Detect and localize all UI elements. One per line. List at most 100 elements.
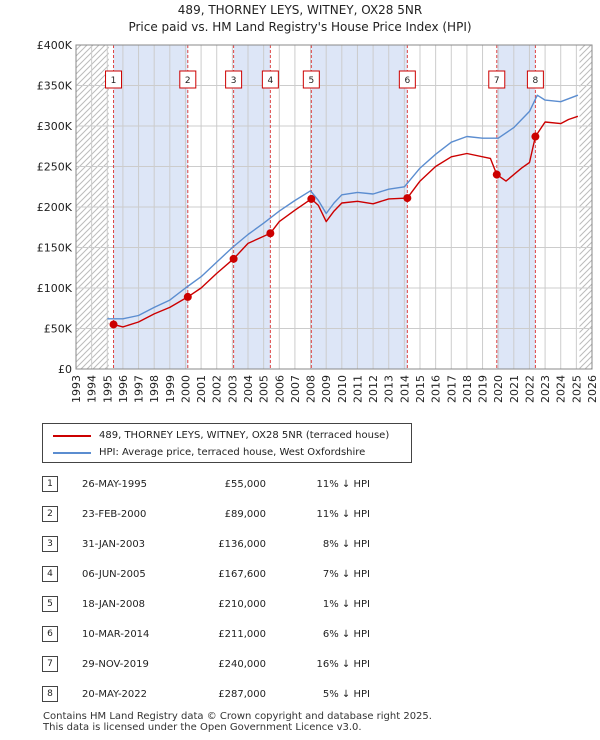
property-price-line: [113, 115, 579, 328]
sale-point: [183, 292, 192, 301]
table-row: 3 31-JAN-2003 £136,000 8% ↓ HPI: [0, 534, 600, 556]
y-tick-label: £150K: [37, 242, 73, 255]
sale-label-text: 4: [267, 76, 273, 86]
sale-date: 23-FEB-2000: [82, 509, 147, 520]
x-tick-label: 2011: [351, 375, 364, 403]
sale-price: £211,000: [218, 629, 266, 640]
sale-price: £240,000: [218, 659, 266, 670]
x-tick-label: 2019: [477, 375, 490, 403]
sale-point: [109, 320, 118, 329]
sale-point: [403, 194, 412, 203]
table-row: 2 23-FEB-2000 £89,000 11% ↓ HPI: [0, 504, 600, 526]
sale-date: 10-MAR-2014: [82, 629, 150, 640]
sale-label-box: [302, 70, 320, 89]
y-tick-label: £400K: [37, 39, 73, 52]
sale-hpi-diff: 5% ↓ HPI: [322, 689, 370, 700]
x-tick-label: 2017: [445, 375, 458, 403]
chart-subtitle: Price paid vs. HM Land Registry's House …: [128, 20, 471, 34]
sale-number: 8: [42, 686, 58, 702]
x-tick-label: 2013: [383, 375, 396, 403]
x-tick-label: 1997: [133, 375, 146, 403]
x-tick-label: 2005: [258, 375, 271, 403]
attribution-footer: Contains HM Land Registry data © Crown c…: [43, 711, 432, 733]
y-tick-label: £200K: [37, 201, 73, 214]
sale-hpi-diff: 11% ↓ HPI: [316, 509, 370, 520]
sale-point: [229, 254, 238, 263]
sale-price: £55,000: [224, 479, 266, 490]
sale-label-text: 6: [404, 76, 410, 86]
x-tick-label: 2007: [289, 375, 302, 403]
x-tick-label: 1994: [86, 375, 99, 403]
attribution-line-1: Contains HM Land Registry data © Crown c…: [43, 711, 432, 722]
sale-date: 06-JUN-2005: [82, 569, 146, 580]
x-tick-label: 1995: [101, 375, 114, 403]
y-tick-label: £350K: [37, 80, 73, 93]
table-row: 4 06-JUN-2005 £167,600 7% ↓ HPI: [0, 564, 600, 586]
x-tick-label: 2002: [211, 375, 224, 403]
y-tick-label: £250K: [37, 161, 73, 174]
x-tick-label: 2010: [336, 375, 349, 403]
sale-point: [307, 194, 316, 203]
hpi-line: [107, 94, 579, 320]
sale-number: 2: [42, 506, 58, 522]
legend-swatch-hpi: [53, 452, 91, 454]
sale-price: £287,000: [218, 689, 266, 700]
x-tick-label: 1993: [70, 375, 83, 403]
sale-label-text: 5: [308, 76, 314, 86]
table-row: 1 26-MAY-1995 £55,000 11% ↓ HPI: [0, 474, 600, 496]
x-tick-label: 2020: [492, 375, 505, 403]
x-tick-label: 2016: [430, 375, 443, 403]
x-tick-label: 2024: [555, 375, 568, 403]
sale-label-box: [105, 70, 123, 89]
sale-hpi-diff: 16% ↓ HPI: [316, 659, 370, 670]
sale-price: £89,000: [224, 509, 266, 520]
x-tick-label: 2009: [320, 375, 333, 403]
table-row: 7 29-NOV-2019 £240,000 16% ↓ HPI: [0, 654, 600, 676]
sale-label-box: [526, 70, 544, 89]
sale-hpi-diff: 1% ↓ HPI: [322, 599, 370, 610]
sale-number: 7: [42, 656, 58, 672]
chart-legend: 489, THORNEY LEYS, WITNEY, OX28 5NR (ter…: [42, 423, 412, 463]
legend-label-property: 489, THORNEY LEYS, WITNEY, OX28 5NR (ter…: [99, 430, 390, 441]
sale-label-text: 7: [494, 76, 500, 86]
sale-label-text: 8: [533, 76, 539, 86]
sale-date: 18-JAN-2008: [82, 599, 146, 610]
x-tick-label: 1999: [164, 375, 177, 403]
legend-item-hpi: HPI: Average price, terraced house, West…: [53, 445, 365, 461]
x-tick-label: 2022: [523, 375, 536, 403]
sale-number: 5: [42, 596, 58, 612]
chart-title: 489, THORNEY LEYS, WITNEY, OX28 5NR: [178, 3, 422, 17]
sale-number: 1: [42, 476, 58, 492]
sale-label-box: [225, 70, 243, 89]
price-chart: 489, THORNEY LEYS, WITNEY, OX28 5NR Pric…: [37, 3, 599, 403]
sale-hpi-diff: 8% ↓ HPI: [322, 539, 370, 550]
sale-hpi-diff: 11% ↓ HPI: [316, 479, 370, 490]
sale-label-box: [398, 70, 416, 89]
legend-label-hpi: HPI: Average price, terraced house, West…: [99, 447, 366, 458]
x-tick-label: 2000: [179, 375, 192, 403]
y-tick-label: £100K: [37, 282, 73, 295]
x-tick-label: 2023: [539, 375, 552, 403]
sale-point: [266, 229, 275, 238]
attribution-line-2: This data is licensed under the Open Gov…: [43, 722, 362, 733]
x-tick-label: 2012: [367, 375, 380, 403]
sale-number: 4: [42, 566, 58, 582]
x-tick-label: 2003: [226, 375, 239, 403]
table-row: 5 18-JAN-2008 £210,000 1% ↓ HPI: [0, 594, 600, 616]
sale-label-box: [179, 70, 197, 89]
sale-hpi-diff: 6% ↓ HPI: [322, 629, 370, 640]
y-tick-label: £0: [58, 363, 72, 376]
y-tick-label: £50K: [44, 323, 73, 336]
x-tick-label: 2001: [195, 375, 208, 403]
sale-date: 20-MAY-2022: [82, 689, 148, 700]
x-tick-label: 2004: [242, 375, 255, 403]
legend-item-property: 489, THORNEY LEYS, WITNEY, OX28 5NR (ter…: [53, 428, 389, 444]
sale-point: [492, 170, 501, 179]
plot-frame: [75, 44, 593, 370]
x-tick-label: 2021: [508, 375, 521, 403]
table-row: 8 20-MAY-2022 £287,000 5% ↓ HPI: [0, 684, 600, 706]
x-tick-label: 2026: [586, 375, 599, 403]
y-tick-label: £300K: [37, 120, 73, 133]
sale-price: £210,000: [218, 599, 266, 610]
sale-label-text: 1: [111, 76, 117, 86]
